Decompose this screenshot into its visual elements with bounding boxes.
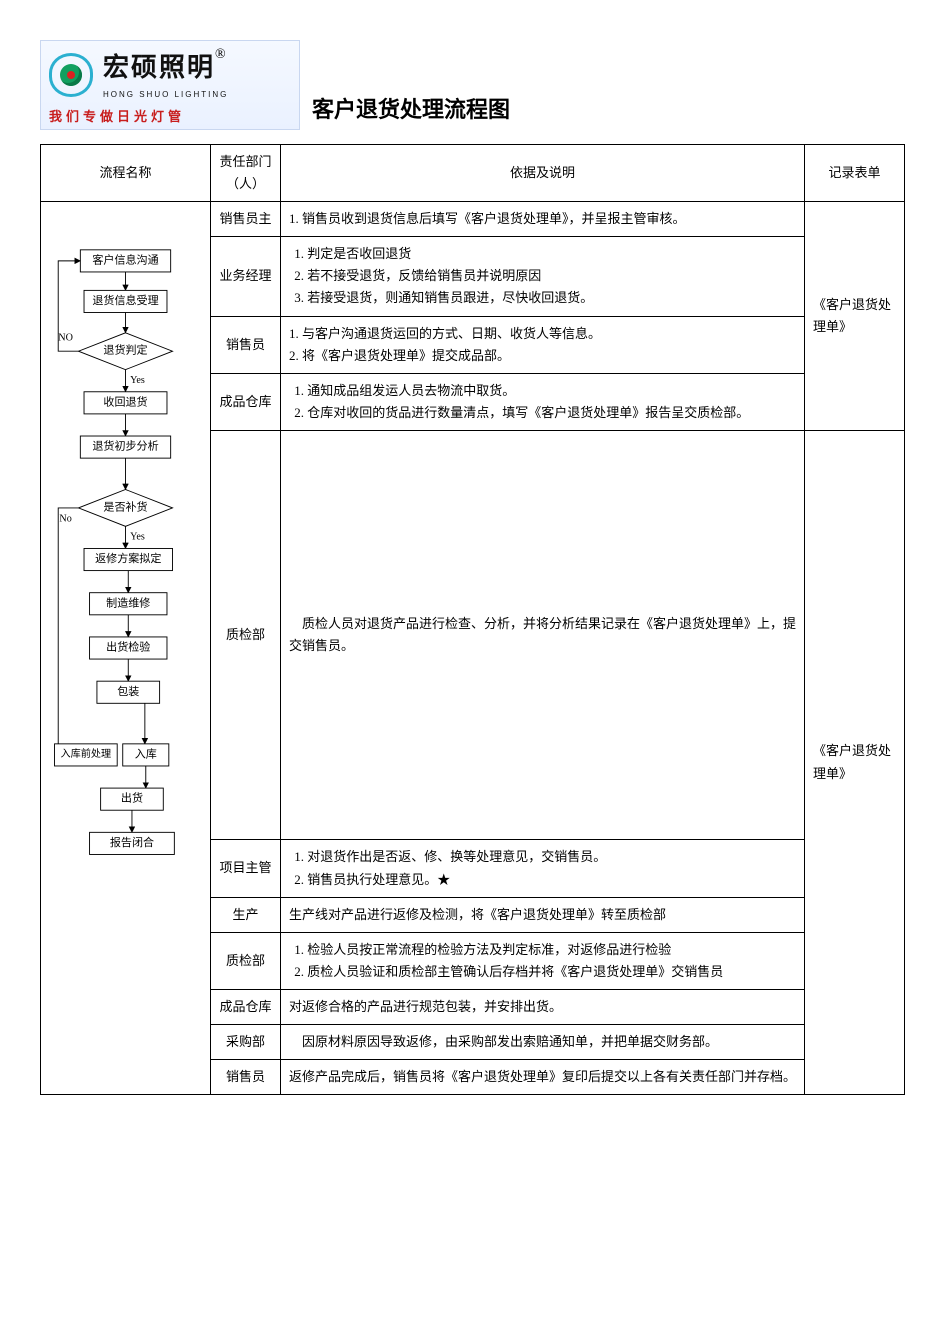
record-cell: 《客户退货处理单》 xyxy=(805,430,905,1094)
desc-text: 生产线对产品进行返修及检测，将《客户退货处理单》转至质检部 xyxy=(289,907,666,922)
flow-node: 返修方案拟定 xyxy=(95,551,161,565)
flow-node: 客户信息沟通 xyxy=(92,253,158,267)
flow-node: 报告闭合 xyxy=(110,835,154,849)
desc-list: 对退货作出是否返、修、换等处理意见，交销售员。销售员执行处理意见。★ xyxy=(289,846,796,890)
flow-label: No xyxy=(59,513,71,524)
list-item: 通知成品组发运人员去物流中取货。 xyxy=(307,380,796,402)
flow-node: 出货 xyxy=(121,791,143,805)
dept-cell: 销售员 xyxy=(211,1060,281,1095)
brand-cn: 宏硕照明 xyxy=(103,52,215,82)
list-item: 判定是否收回退货 xyxy=(307,243,796,265)
flowchart-svg: 客户信息沟通 退货信息受理 退货判定 NO Yes xyxy=(49,208,202,1088)
dept-cell: 销售员 xyxy=(211,316,281,373)
brand-reg: ® xyxy=(215,47,226,62)
list-item: 检验人员按正常流程的检验方法及判定标准，对返修品进行检验 xyxy=(307,939,796,961)
flow-node: 退货初步分析 xyxy=(92,439,158,453)
desc-cell: 对返修合格的产品进行规范包装，并安排出货。 xyxy=(281,989,805,1024)
flow-label: Yes xyxy=(130,532,145,543)
desc-list: 检验人员按正常流程的检验方法及判定标准，对返修品进行检验质检人员验证和质检部主管… xyxy=(289,939,796,983)
list-item: 若接受退货，则通知销售员跟进，尽快收回退货。 xyxy=(307,287,796,309)
desc-list: 判定是否收回退货若不接受退货，反馈给销售员并说明原因若接受退货，则通知销售员跟进… xyxy=(289,243,796,309)
desc-text: 1. 销售员收到退货信息后填写《客户退货处理单》，并呈报主管审核。 xyxy=(289,211,686,226)
main-table: 流程名称 责任部门（人） 依据及说明 记录表单 xyxy=(40,144,905,1095)
list-item: 仓库对收回的货品进行数量清点，填写《客户退货处理单》报告呈交质检部。 xyxy=(307,402,796,424)
desc-cell: 因原材料原因导致返修，由采购部发出索赔通知单，并把单据交财务部。 xyxy=(281,1025,805,1060)
logo-icon xyxy=(49,53,93,97)
desc-text: 因原材料原因导致返修，由采购部发出索赔通知单，并把单据交财务部。 xyxy=(289,1034,718,1049)
flow-node: 制造维修 xyxy=(106,595,150,609)
dept-cell: 质检部 xyxy=(211,932,281,989)
record-cell: 《客户退货处理单》 xyxy=(805,202,905,431)
desc-text: 对返修合格的产品进行规范包装，并安排出货。 xyxy=(289,999,562,1014)
desc-cell: 通知成品组发运人员去物流中取货。仓库对收回的货品进行数量清点，填写《客户退货处理… xyxy=(281,373,805,430)
dept-cell: 采购部 xyxy=(211,1025,281,1060)
desc-text: 返修产品完成后，销售员将《客户退货处理单》复印后提交以上各有关责任部门并存档。 xyxy=(289,1069,796,1084)
desc-cell: 检验人员按正常流程的检验方法及判定标准，对返修品进行检验质检人员验证和质检部主管… xyxy=(281,932,805,989)
col-record: 记录表单 xyxy=(805,145,905,202)
flow-node: 包装 xyxy=(117,685,139,698)
brand-slogan: 我们专做日光灯管 xyxy=(49,106,291,125)
desc-text: 1. 与客户沟通退货运回的方式、日期、收货人等信息。 2. 将《客户退货处理单》… xyxy=(289,326,601,363)
table-body: 客户信息沟通 退货信息受理 退货判定 NO Yes xyxy=(41,202,905,1095)
table-row: 客户信息沟通 退货信息受理 退货判定 NO Yes xyxy=(41,202,905,237)
header: 宏硕照明® HONG SHUO LIGHTING 我们专做日光灯管 客户退货处理… xyxy=(40,40,905,130)
desc-cell: 对退货作出是否返、修、换等处理意见，交销售员。销售员执行处理意见。★ xyxy=(281,840,805,897)
flow-node: 退货判定 xyxy=(103,343,147,357)
col-desc: 依据及说明 xyxy=(281,145,805,202)
flow-node: 是否补货 xyxy=(103,500,147,514)
dept-cell: 项目主管 xyxy=(211,840,281,897)
dept-cell: 成品仓库 xyxy=(211,989,281,1024)
desc-list: 通知成品组发运人员去物流中取货。仓库对收回的货品进行数量清点，填写《客户退货处理… xyxy=(289,380,796,424)
dept-cell: 业务经理 xyxy=(211,237,281,316)
flow-label: Yes xyxy=(130,375,145,386)
flow-node: 收回退货 xyxy=(103,395,147,409)
flow-label: NO xyxy=(58,333,73,344)
doc-title: 客户退货处理流程图 xyxy=(312,92,510,130)
flowchart-cell: 客户信息沟通 退货信息受理 退货判定 NO Yes xyxy=(41,202,211,1095)
desc-cell: 1. 与客户沟通退货运回的方式、日期、收货人等信息。 2. 将《客户退货处理单》… xyxy=(281,316,805,373)
col-flow: 流程名称 xyxy=(41,145,211,202)
dept-cell: 销售员主 xyxy=(211,202,281,237)
list-item: 若不接受退货，反馈给销售员并说明原因 xyxy=(307,265,796,287)
dept-cell: 质检部 xyxy=(211,430,281,840)
logo-block: 宏硕照明® HONG SHUO LIGHTING 我们专做日光灯管 xyxy=(40,40,300,130)
flow-node: 入库 xyxy=(135,748,157,761)
flow-node: 入库前处理 xyxy=(61,747,112,760)
dept-cell: 生产 xyxy=(211,897,281,932)
brand-en: HONG SHUO LIGHTING xyxy=(103,90,228,99)
dept-cell: 成品仓库 xyxy=(211,373,281,430)
desc-cell: 质检人员对退货产品进行检查、分析，并将分析结果记录在《客户退货处理单》上，提交销… xyxy=(281,430,805,840)
list-item: 质检人员验证和质检部主管确认后存档并将《客户退货处理单》交销售员 xyxy=(307,961,796,983)
col-dept: 责任部门（人） xyxy=(211,145,281,202)
list-item: 对退货作出是否返、修、换等处理意见，交销售员。 xyxy=(307,846,796,868)
desc-text: 质检人员对退货产品进行检查、分析，并将分析结果记录在《客户退货处理单》上，提交销… xyxy=(289,616,796,653)
flow-node: 出货检验 xyxy=(106,640,150,654)
flow-node: 退货信息受理 xyxy=(92,293,158,307)
desc-cell: 生产线对产品进行返修及检测，将《客户退货处理单》转至质检部 xyxy=(281,897,805,932)
desc-cell: 1. 销售员收到退货信息后填写《客户退货处理单》，并呈报主管审核。 xyxy=(281,202,805,237)
list-item: 销售员执行处理意见。★ xyxy=(307,869,796,891)
desc-cell: 返修产品完成后，销售员将《客户退货处理单》复印后提交以上各有关责任部门并存档。 xyxy=(281,1060,805,1095)
desc-cell: 判定是否收回退货若不接受退货，反馈给销售员并说明原因若接受退货，则通知销售员跟进… xyxy=(281,237,805,316)
